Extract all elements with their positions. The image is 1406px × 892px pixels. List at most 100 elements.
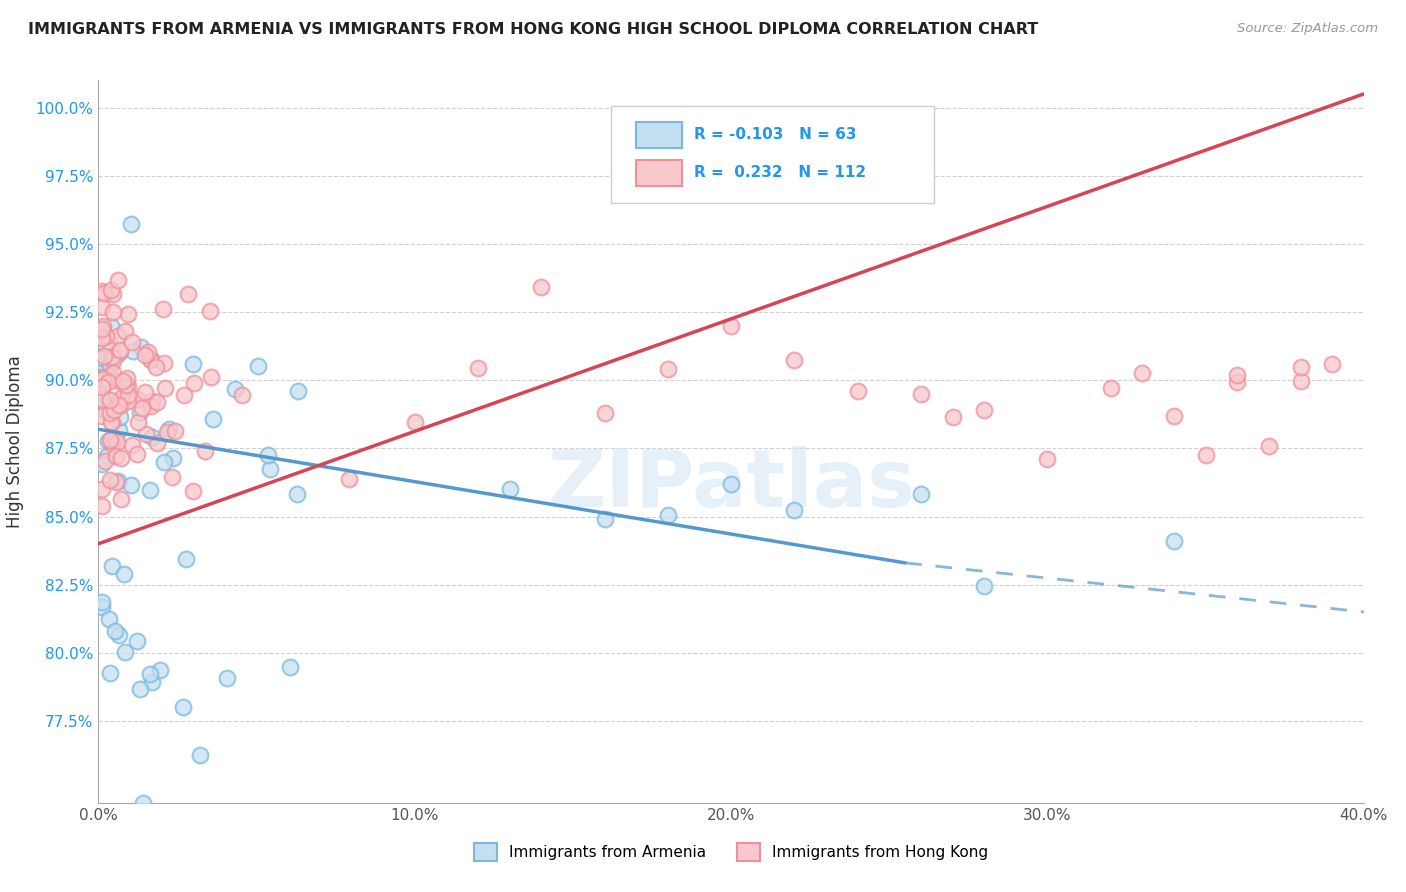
Point [139, 483, 162, 497]
Point [129, 341, 152, 355]
Point [198, 303, 221, 318]
Point [181, 484, 204, 499]
Point [98, 612, 121, 626]
Point [139, 352, 162, 367]
Point [157, 422, 180, 436]
Point [93, 286, 115, 301]
Point [108, 374, 131, 388]
Point [121, 334, 143, 349]
Point [467, 361, 489, 376]
Point [146, 435, 169, 450]
Point [224, 382, 246, 396]
Point [1163, 409, 1185, 423]
Point [122, 343, 145, 358]
Point [117, 378, 139, 392]
Point [93, 370, 115, 384]
Point [593, 406, 616, 420]
Point [117, 306, 139, 320]
Point [91, 318, 114, 333]
FancyBboxPatch shape [636, 161, 682, 186]
Point [1289, 359, 1312, 374]
Point [146, 394, 169, 409]
Point [141, 399, 163, 413]
Point [183, 376, 205, 391]
Point [107, 272, 129, 286]
Point [153, 381, 176, 395]
Point [973, 403, 995, 417]
Point [153, 356, 176, 370]
Point [173, 388, 195, 402]
Point [100, 283, 122, 297]
Point [103, 403, 125, 417]
Point [231, 387, 253, 401]
Point [97, 375, 120, 389]
Point [107, 347, 129, 361]
Point [90, 322, 112, 336]
Point [107, 474, 129, 488]
Point [97, 393, 120, 408]
Point [285, 487, 308, 501]
Point [783, 502, 806, 516]
Point [247, 359, 270, 374]
Point [90, 599, 112, 614]
Point [139, 667, 162, 681]
Point [129, 682, 152, 697]
Point [194, 443, 217, 458]
Point [162, 450, 184, 465]
Point [108, 394, 131, 409]
Point [98, 473, 121, 487]
Point [94, 329, 117, 343]
Point [165, 424, 187, 438]
Point [280, 660, 302, 674]
Point [108, 423, 131, 437]
Point [115, 370, 138, 384]
Point [90, 300, 112, 314]
Point [101, 350, 124, 364]
Point [110, 492, 132, 507]
Point [136, 345, 159, 359]
Point [134, 348, 156, 362]
Point [98, 433, 121, 447]
Point [135, 426, 157, 441]
Point [90, 331, 112, 345]
Point [720, 477, 742, 491]
Text: R = -0.103   N = 63: R = -0.103 N = 63 [695, 127, 856, 142]
Point [90, 284, 112, 298]
Point [1099, 381, 1122, 395]
Point [91, 351, 114, 366]
Point [97, 434, 120, 449]
Point [103, 287, 125, 301]
Point [120, 217, 142, 231]
Point [131, 401, 153, 416]
Point [98, 358, 121, 372]
Point [98, 393, 121, 408]
Point [108, 410, 131, 425]
Point [188, 747, 211, 762]
Point [115, 378, 138, 392]
Point [1163, 534, 1185, 549]
Point [498, 482, 520, 496]
Point [91, 371, 114, 385]
Point [404, 415, 426, 429]
Point [101, 304, 124, 318]
Point [846, 384, 869, 398]
Point [100, 415, 122, 429]
Point [105, 434, 128, 449]
Point [141, 394, 163, 409]
Point [93, 454, 115, 468]
Point [134, 385, 156, 400]
Point [117, 394, 139, 409]
Point [1226, 368, 1249, 382]
FancyBboxPatch shape [610, 105, 934, 203]
Point [287, 384, 309, 399]
Point [215, 671, 238, 685]
Point [1130, 366, 1153, 380]
Point [593, 512, 616, 526]
Point [98, 406, 121, 420]
Point [1289, 375, 1312, 389]
Text: Source: ZipAtlas.com: Source: ZipAtlas.com [1237, 22, 1378, 36]
Point [114, 324, 136, 338]
Point [174, 552, 197, 566]
Point [127, 415, 149, 429]
Point [104, 475, 127, 489]
